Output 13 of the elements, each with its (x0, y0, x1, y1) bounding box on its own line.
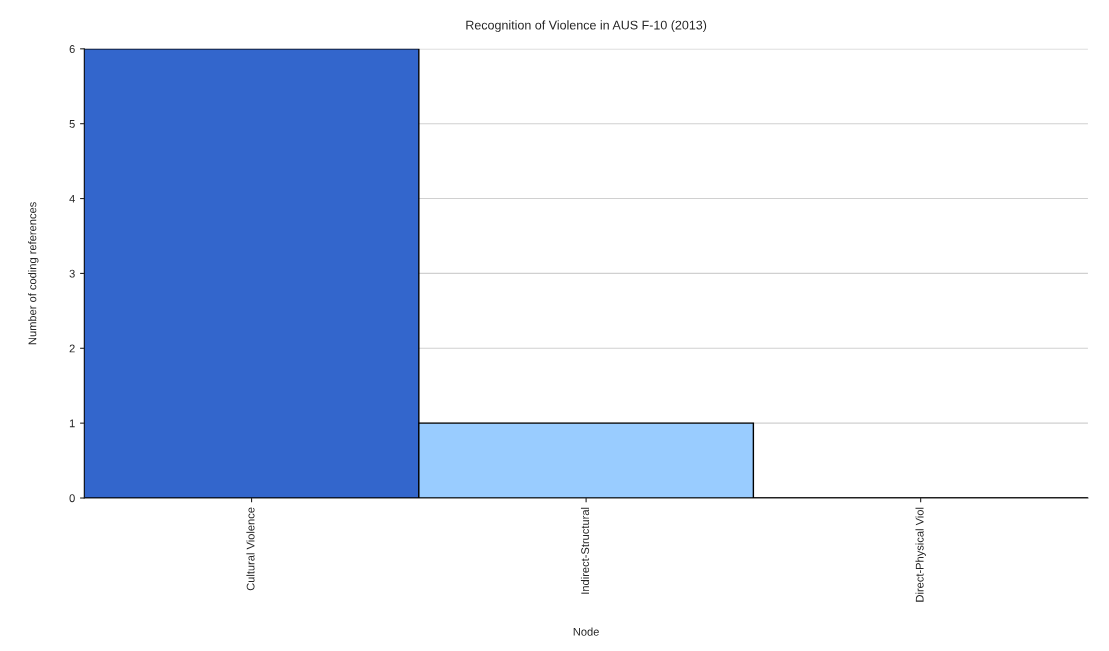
chart-title: Recognition of Violence in AUS F-10 (2013) (466, 20, 707, 32)
x-tick-label: Cultural Violence (246, 507, 255, 591)
y-axis-title: Number of coding references (28, 202, 39, 345)
x-axis-title: Node (573, 627, 599, 636)
y-tick-label: 6 (69, 45, 75, 53)
x-tick-label: Indirect-Structural (580, 507, 590, 594)
y-tick-label: 5 (69, 120, 75, 128)
x-tick-label: Direct-Physical Viol (915, 507, 926, 602)
y-tick-label: 0 (69, 494, 75, 503)
y-tick-label: 3 (69, 269, 75, 278)
y-tick-label: 4 (69, 194, 75, 203)
y-tick-label: 2 (69, 344, 75, 353)
y-tick-label: 1 (69, 419, 75, 428)
